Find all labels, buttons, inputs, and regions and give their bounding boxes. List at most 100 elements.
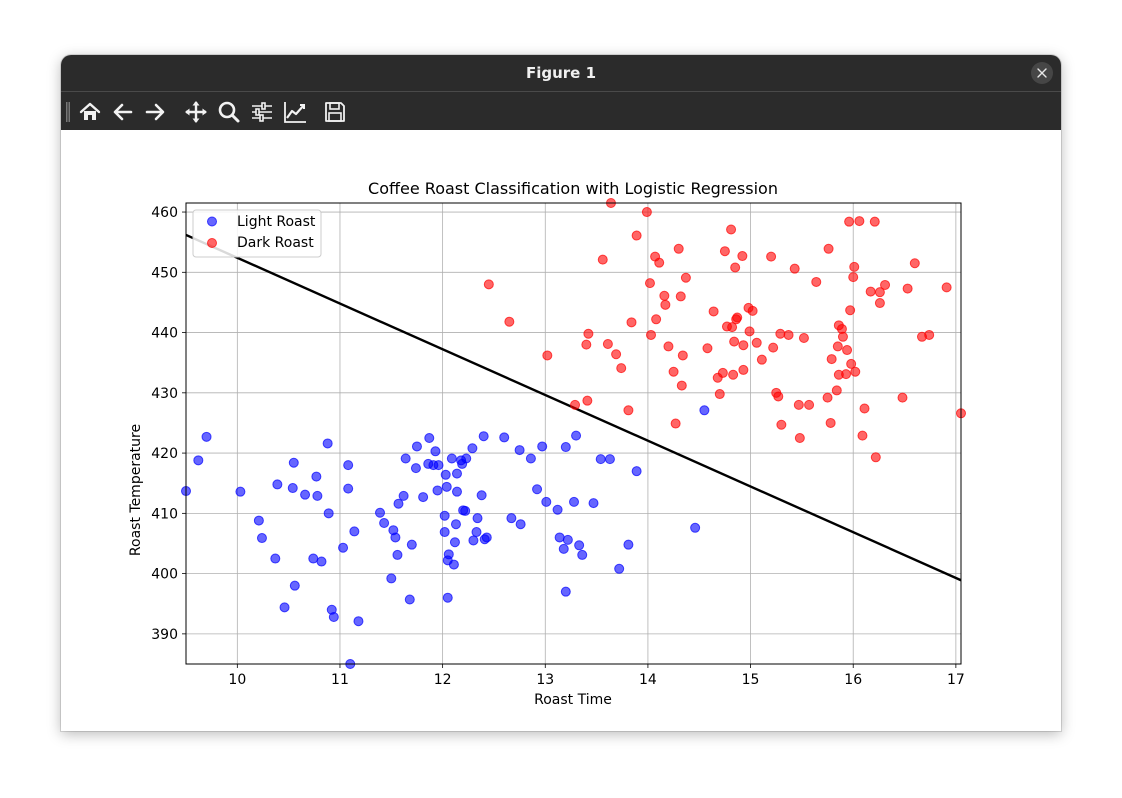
dark-roast-point <box>857 430 868 441</box>
dark-roast-point <box>793 399 804 410</box>
light-roast-point <box>288 457 299 468</box>
light-roast-point <box>451 468 462 479</box>
dark-roast-point <box>616 363 627 374</box>
light-roast-point <box>253 515 264 526</box>
forward-button[interactable] <box>142 99 168 125</box>
dark-roast-point <box>822 392 833 403</box>
y-tick-label: 420 <box>151 446 178 462</box>
dark-roast-point <box>727 322 738 333</box>
light-roast-point <box>467 443 478 454</box>
dark-roast-point <box>659 290 670 301</box>
dark-roast-point <box>909 258 920 269</box>
y-tick-label: 430 <box>151 386 178 402</box>
edit-axis-button[interactable] <box>282 99 308 125</box>
dark-roast-point <box>845 305 856 316</box>
zoom-icon <box>218 101 240 123</box>
light-roast-point <box>595 454 606 465</box>
dark-roast-point <box>869 216 880 227</box>
light-roast-point <box>316 556 327 567</box>
light-roast-point <box>323 508 334 519</box>
dark-roast-point <box>798 332 809 343</box>
light-roast-point <box>448 559 459 570</box>
dark-roast-point <box>646 329 656 340</box>
back-button[interactable] <box>110 99 136 125</box>
light-roast-point <box>256 533 267 544</box>
dark-roast-point <box>644 278 655 289</box>
light-roast-point <box>558 543 569 554</box>
dark-roast-point <box>859 403 870 414</box>
dark-roast-point <box>654 257 665 268</box>
save-button[interactable] <box>322 99 348 125</box>
dark-roast-point <box>626 317 637 328</box>
x-tick-label: 10 <box>228 672 246 688</box>
light-roast-point <box>623 539 634 550</box>
light-roast-point <box>328 611 339 622</box>
dark-roast-point <box>783 329 794 340</box>
close-button[interactable] <box>1031 62 1053 84</box>
zoom-button[interactable] <box>216 99 242 125</box>
dark-roast-point <box>583 328 594 339</box>
light-roast-point <box>433 460 444 471</box>
light-roast-point <box>279 602 290 613</box>
dark-roast-point <box>623 405 634 416</box>
light-roast-point <box>439 527 450 538</box>
light-roast-point <box>690 522 701 533</box>
dark-roast-point <box>631 230 642 241</box>
light-roast-point <box>338 542 349 553</box>
light-roast-point <box>577 549 588 560</box>
light-roast-point <box>614 563 625 574</box>
edit-axis-icon <box>284 102 306 123</box>
x-tick-label: 14 <box>639 672 657 688</box>
light-roast-point <box>400 453 411 464</box>
dark-roast-point <box>719 246 730 257</box>
dark-roast-point <box>849 261 860 272</box>
pan-button[interactable] <box>183 99 209 125</box>
dark-roast-point <box>751 337 762 348</box>
dark-roast-point <box>737 251 748 262</box>
dark-roast-point <box>680 272 691 283</box>
light-roast-point <box>468 535 479 546</box>
plot-canvas[interactable]: 10 11 12 13 14 15 16 17 390 400 410 420 430 440 450 460… <box>61 130 1061 731</box>
x-tick-label: 16 <box>844 672 862 688</box>
light-roast-point <box>418 492 429 503</box>
dark-roast-point <box>811 276 822 287</box>
dark-roast-point <box>874 287 885 298</box>
dark-roast-point <box>846 358 857 369</box>
y-tick-label: 450 <box>151 265 178 281</box>
light-roast-point <box>343 460 354 471</box>
light-roast-point <box>443 549 454 560</box>
light-roast-point <box>235 486 246 497</box>
window-title: Figure 1 <box>525 64 597 82</box>
x-tick-label: 17 <box>947 672 965 688</box>
light-roast-point <box>411 441 422 452</box>
light-roast-point <box>476 490 487 501</box>
light-roast-point <box>289 580 300 591</box>
light-roast-point <box>349 526 360 537</box>
home-button[interactable] <box>77 99 103 125</box>
light-roast-point <box>552 504 563 515</box>
dark-roast-point <box>768 342 779 353</box>
dark-roast-point <box>717 367 728 378</box>
light-roast-point <box>441 481 452 492</box>
dark-roast-point <box>732 312 743 323</box>
dark-roast-point <box>611 349 622 360</box>
light-roast-point <box>386 573 397 584</box>
dark-roast-point <box>832 341 843 352</box>
title-bar: Figure 1 <box>61 55 1061 92</box>
dark-roast-point <box>826 354 837 365</box>
light-roast-point <box>461 453 472 464</box>
y-tick-label: 440 <box>151 326 178 342</box>
dark-roast-point <box>870 452 881 463</box>
dark-roast-point <box>880 279 891 290</box>
light-roast-point <box>410 463 421 474</box>
dark-roast-point <box>581 339 592 350</box>
back-arrow-icon <box>113 103 133 121</box>
dark-roast-point <box>702 343 713 354</box>
dark-roast-point <box>897 392 908 403</box>
dark-roast-point <box>850 366 861 377</box>
dark-roast-point <box>775 328 786 339</box>
light-roast-point <box>537 441 548 452</box>
dark-roast-point <box>673 243 684 254</box>
configure-subplots-button[interactable] <box>249 99 275 125</box>
light-roast-point <box>481 532 492 543</box>
